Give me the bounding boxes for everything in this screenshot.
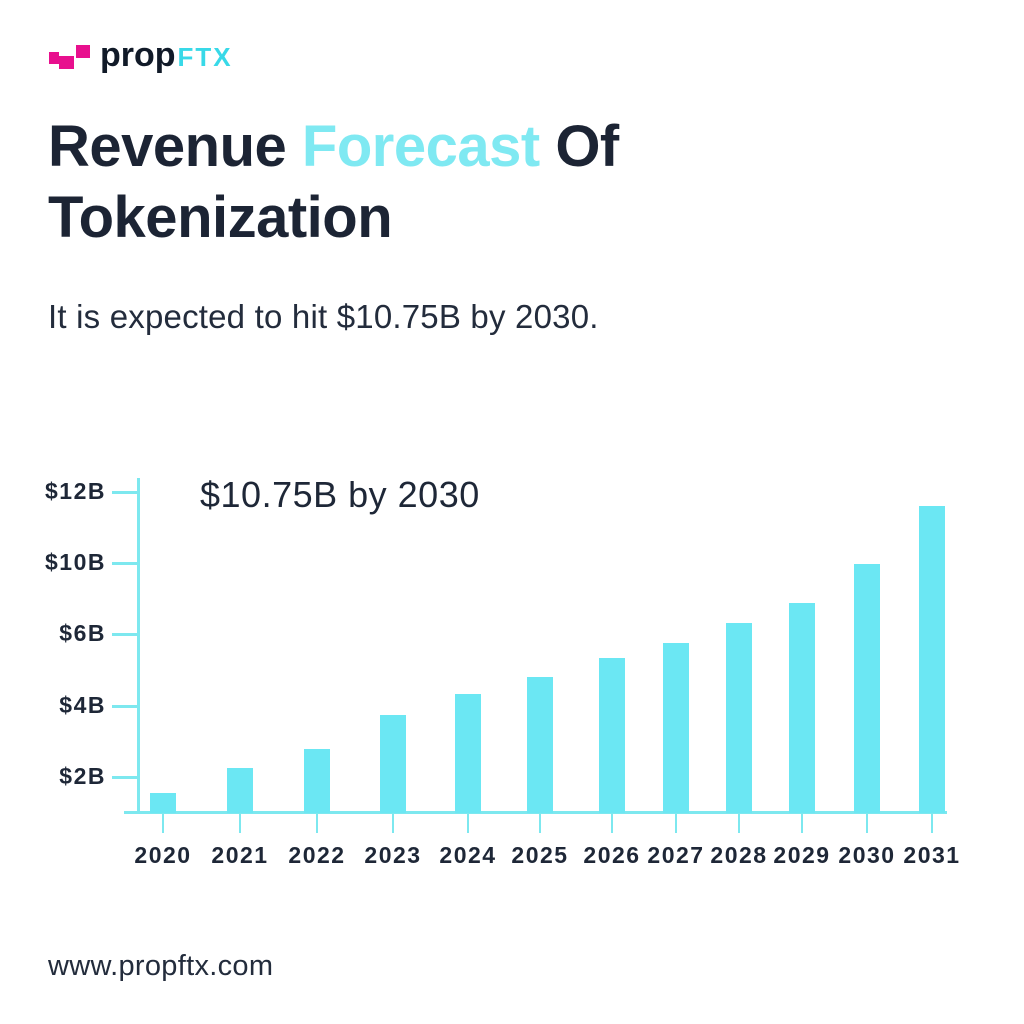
x-axis-tick-2026: [611, 813, 613, 833]
chart-annotation: $10.75B by 2030: [200, 474, 480, 515]
x-axis-label-2028: 2028: [710, 842, 768, 868]
x-axis-tick-2021: [239, 813, 241, 833]
y-axis-tick: [112, 491, 138, 494]
x-axis-label-2029: 2029: [773, 842, 831, 868]
x-axis-label-2031: 2031: [903, 842, 961, 868]
title-word-forecast: Forecast: [301, 114, 540, 179]
x-axis-tick-2031: [931, 813, 933, 833]
y-axis-tick: [112, 562, 138, 565]
logo-pixel-square: [59, 55, 74, 69]
website-url: www.propftx.com: [48, 950, 274, 982]
title-word-tokenization: Tokenization: [48, 184, 393, 250]
bar-2024: [455, 694, 481, 813]
x-axis-tick-2027: [675, 813, 677, 833]
bar-2026: [599, 658, 625, 813]
logo-text-prop: prop: [100, 36, 176, 74]
bar-2030: [854, 564, 880, 813]
x-axis-label-2027: 2027: [647, 842, 705, 868]
page-title: Revenue Forecast Of Tokenization: [48, 112, 908, 254]
subtitle-text: It is expected to hit $10.75B by 2030.: [48, 298, 599, 335]
x-axis-label-2020: 2020: [134, 842, 192, 868]
logo-pixel-square: [76, 44, 90, 58]
y-axis-label-4b: $4B: [59, 692, 106, 718]
bar-2027: [663, 643, 689, 813]
bar-2021: [227, 768, 253, 813]
y-axis-label-6b: $6B: [59, 620, 106, 646]
bar-2029: [789, 603, 815, 813]
title-word-of: Of: [555, 114, 619, 179]
x-axis-tick-2025: [539, 813, 541, 833]
bar-2023: [380, 715, 406, 813]
y-axis-tick: [112, 705, 138, 708]
x-axis-tick-2030: [866, 813, 868, 833]
title-word-revenue: Revenue: [48, 114, 287, 179]
x-axis-tick-2020: [162, 813, 164, 833]
x-axis-tick-2023: [392, 813, 394, 833]
logo-pixel-blocks-icon: [48, 40, 92, 72]
x-axis-label-2030: 2030: [838, 842, 896, 868]
x-axis-label-2021: 2021: [211, 842, 269, 868]
logo: prop FTX: [48, 36, 233, 75]
bar-2022: [304, 749, 330, 813]
x-axis-tick-2029: [801, 813, 803, 833]
y-axis-tick: [112, 633, 138, 636]
logo-pixel-square: [49, 51, 59, 64]
x-axis-label-2026: 2026: [583, 842, 641, 868]
x-axis-label-2025: 2025: [511, 842, 569, 868]
bar-2028: [726, 623, 752, 813]
y-axis-label-10b: $10B: [45, 549, 106, 575]
y-axis-line: [137, 478, 140, 814]
bar-2025: [527, 677, 553, 813]
logo-text-ftx: FTX: [177, 42, 233, 72]
x-axis-label-2023: 2023: [364, 842, 422, 868]
x-axis-label-2022: 2022: [288, 842, 346, 868]
y-axis-label-12b: $12B: [45, 478, 106, 504]
x-axis-tick-2022: [316, 813, 318, 833]
x-axis-tick-2028: [738, 813, 740, 833]
bar-2020: [150, 793, 176, 813]
bar-2031: [919, 506, 945, 813]
y-axis-tick: [112, 776, 138, 779]
x-axis-tick-2024: [467, 813, 469, 833]
y-axis-label-2b: $2B: [59, 763, 106, 789]
x-axis-label-2024: 2024: [439, 842, 497, 868]
